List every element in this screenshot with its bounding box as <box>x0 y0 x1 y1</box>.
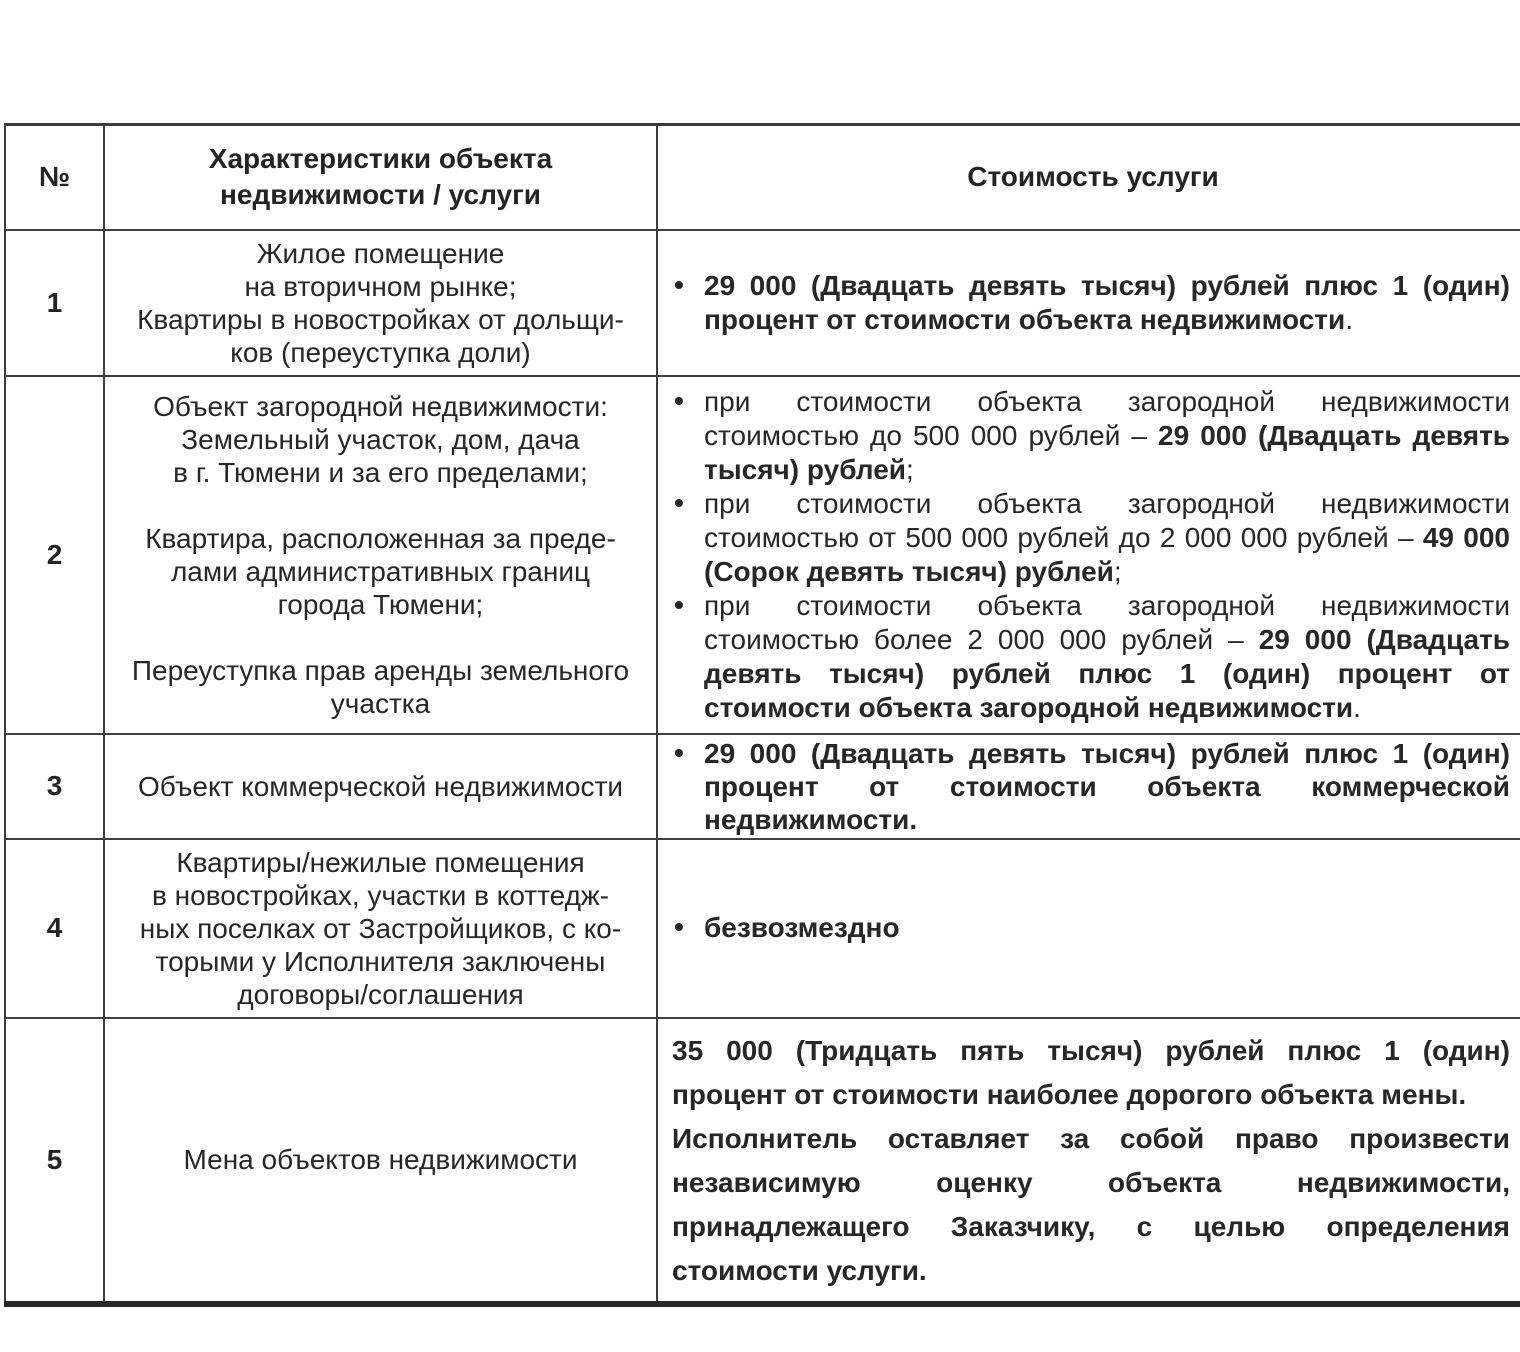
cost-text: . <box>1353 691 1361 723</box>
table-row: 4 Квартиры/нежилые помещения в новострой… <box>4 837 1520 1019</box>
cost-text: 29 000 (Двадцать девять тысяч) рублей пл… <box>704 737 1510 835</box>
cost-text: 49 000 (Сорок девять тысяч) рублей <box>704 521 1510 587</box>
table-row: 2 Объект загородной недвижимости: Земель… <box>4 374 1520 735</box>
row-number: 2 <box>4 374 105 735</box>
characteristics-cell: Квартиры/нежилые помещения в новостройка… <box>103 837 658 1019</box>
cost-item: Исполнитель оставляет за собой право про… <box>672 1117 1510 1293</box>
row-number: 3 <box>4 732 105 840</box>
cost-cell: 35 000 (Тридцать пять тысяч) рублей плюс… <box>656 1016 1520 1307</box>
cost-text: 29 000 (Двадцать девять тысяч) рублей <box>704 419 1511 485</box>
table-row: 5 Мена объектов недвижимости 35 000 (Три… <box>4 1016 1520 1307</box>
cost-cell: • безвозмездно <box>656 837 1520 1019</box>
bullet-icon: • <box>674 588 684 620</box>
cost-text: 29 000 (Двадцать девять тысяч) рублей пл… <box>704 623 1510 723</box>
bullet-icon: • <box>674 486 684 518</box>
cost-text: при стоимости объекта загородной недвижи… <box>704 487 1510 553</box>
bullet-icon: • <box>674 911 684 942</box>
cost-text: безвозмездно <box>704 912 900 943</box>
cost-item: • при стоимости объекта загородной недвиж… <box>672 385 1510 487</box>
characteristics-cell: Объект загородной недвижимости: Земельны… <box>103 374 658 735</box>
bullet-icon: • <box>674 736 684 768</box>
row-number: 4 <box>4 837 105 1019</box>
pricing-table: № Характеристики объекта недвижимости / … <box>4 123 1520 1307</box>
cost-text: ; <box>906 453 914 485</box>
cost-text: 35 000 (Тридцать пять тысяч) рублей плюс… <box>672 1034 1510 1110</box>
column-header-characteristics: Характеристики объекта недвижимости / ус… <box>103 123 658 231</box>
cost-cell: • 29 000 (Двадцать девять тысяч) рублей п… <box>656 732 1520 840</box>
cost-text: . <box>1345 303 1353 335</box>
cost-text: 29 000 (Двадцать девять тысяч) рублей пл… <box>704 269 1510 335</box>
cost-text: Исполнитель оставляет за собой право про… <box>672 1122 1510 1286</box>
characteristics-cell: Объект коммерческой недвижимости <box>103 732 658 840</box>
cost-item: • при стоимости объекта загородной недвиж… <box>672 589 1510 725</box>
cost-text: при стоимости объекта загородной недвижи… <box>704 385 1510 451</box>
characteristics-cell: Мена объектов недвижимости <box>103 1016 658 1307</box>
bullet-icon: • <box>674 384 684 416</box>
row-number: 1 <box>4 228 105 377</box>
cost-cell: • 29 000 (Двадцать девять тысяч) рублей п… <box>656 228 1520 377</box>
row-number: 5 <box>4 1016 105 1307</box>
cost-cell: • при стоимости объекта загородной недвиж… <box>656 374 1520 735</box>
header-row: № Характеристики объекта недвижимости / … <box>4 123 1520 231</box>
cost-item: • 29 000 (Двадцать девять тысяч) рублей п… <box>672 269 1510 337</box>
cost-item: • при стоимости объекта загородной недвиж… <box>672 487 1510 589</box>
column-header-number: № <box>4 123 105 231</box>
characteristics-cell: Жилое помещение на вторичном рынке; Квар… <box>103 228 658 377</box>
cost-item: • безвозмездно <box>672 911 1510 945</box>
cost-item: • 29 000 (Двадцать девять тысяч) рублей п… <box>672 737 1510 836</box>
bullet-icon: • <box>674 268 684 300</box>
column-header-cost: Стоимость услуги <box>656 123 1520 231</box>
table-row: 1 Жилое помещение на вторичном рынке; Кв… <box>4 228 1520 377</box>
table-row: 3 Объект коммерческой недвижимости • 29 0… <box>4 732 1520 840</box>
cost-text: при стоимости объекта загородной недвижи… <box>704 589 1510 655</box>
cost-text: ; <box>1113 555 1122 587</box>
cost-item: 35 000 (Тридцать пять тысяч) рублей плюс… <box>672 1029 1510 1117</box>
